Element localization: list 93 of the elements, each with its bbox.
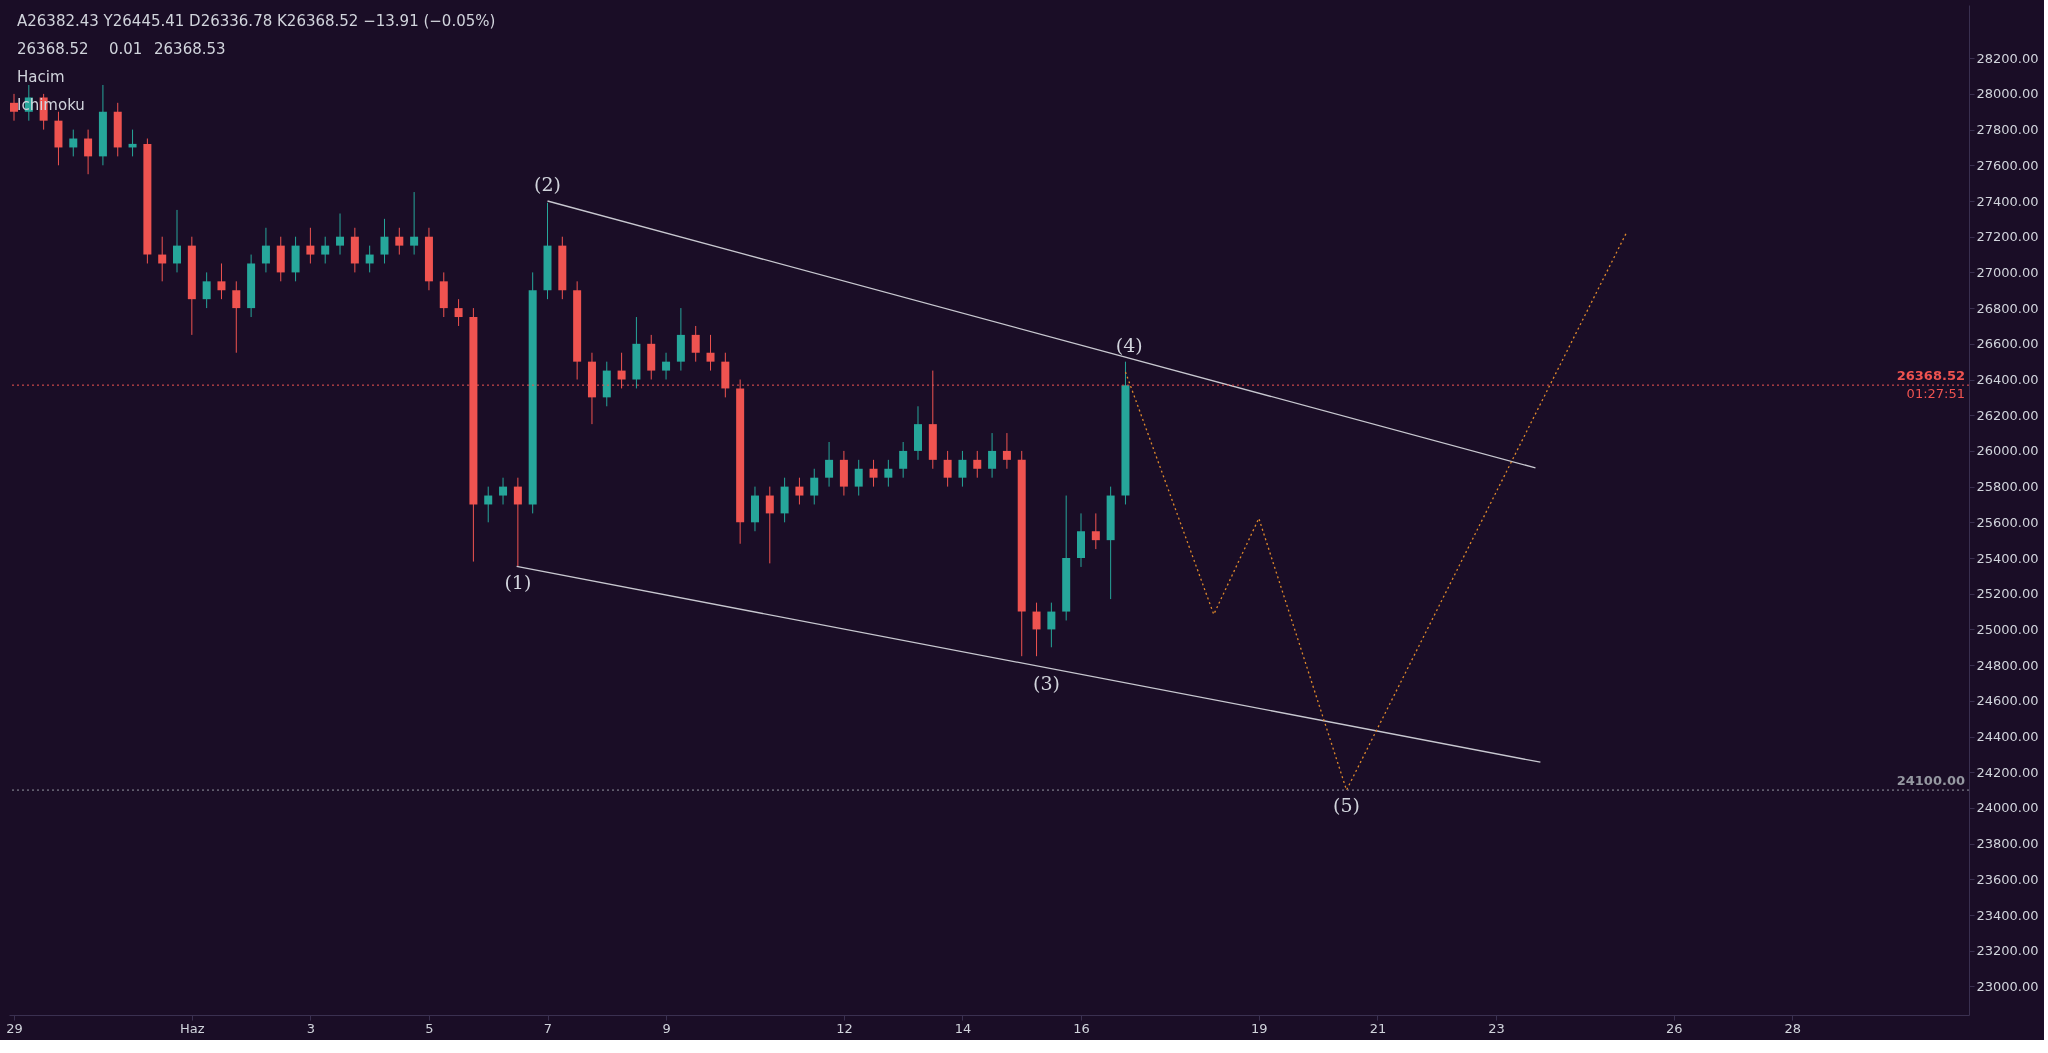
x-tick-label: 14 — [954, 1020, 972, 1036]
y-tick-label: 25800.00 — [1976, 479, 2039, 495]
y-tick-label: 24400.00 — [1976, 729, 2039, 745]
y-tick-label: 25200.00 — [1976, 586, 2039, 602]
x-tick-label: 23 — [1488, 1020, 1505, 1036]
y-tick-label: 27800.00 — [1976, 122, 2039, 138]
y-tick-label: 28200.00 — [1976, 50, 2039, 66]
candlestick — [513, 477, 522, 568]
candlestick — [380, 218, 389, 264]
candlestick — [410, 191, 419, 256]
y-tick-label: 26400.00 — [1976, 372, 2039, 388]
candlestick — [365, 245, 374, 273]
candlestick — [454, 298, 463, 327]
y-tick-label: 26000.00 — [1976, 443, 2039, 459]
candlestick — [202, 271, 211, 309]
annotation: 01:27:51 — [1906, 386, 1965, 402]
candlestick — [1032, 602, 1041, 657]
candlestick — [232, 280, 241, 354]
x-tick-label: 29 — [6, 1020, 23, 1036]
candlestick — [1047, 602, 1056, 648]
x-tick-label: 3 — [306, 1020, 316, 1036]
candlestick — [899, 441, 908, 479]
candlestick — [1002, 432, 1011, 470]
candlestick — [795, 477, 804, 505]
x-tick-label: 21 — [1369, 1020, 1387, 1036]
annotation: 0.01 — [109, 40, 143, 58]
candlestick — [84, 129, 93, 175]
candlestick — [321, 236, 330, 264]
ref-line-label: 26368.52 — [1896, 368, 1965, 384]
candlestick — [825, 441, 834, 488]
annotation: (1) — [504, 570, 532, 593]
annotation: 26368.52 — [17, 40, 89, 58]
candlestick — [173, 209, 182, 273]
candlestick — [217, 262, 226, 300]
candlestick — [988, 432, 997, 479]
x-tick-label: 12 — [836, 1020, 853, 1036]
y-tick-label: 24000.00 — [1976, 800, 2039, 816]
candlestick — [261, 227, 270, 273]
annotation: (2) — [534, 173, 561, 195]
candlestick — [706, 334, 715, 372]
x-tick-label: 26 — [1666, 1020, 1683, 1036]
y-tick-label: 27400.00 — [1976, 193, 2039, 209]
candlestick — [943, 450, 952, 488]
candlestick — [854, 459, 863, 497]
candlestick — [499, 477, 508, 505]
x-tick-label: Haz — [180, 1020, 205, 1036]
y-tick-label: 25000.00 — [1976, 621, 2039, 637]
y-tick-label: 27600.00 — [1976, 157, 2039, 173]
candlestick — [306, 227, 315, 264]
ref-line-label: 24100.00 — [1896, 773, 1965, 789]
y-tick-label: 24200.00 — [1976, 764, 2039, 780]
candlestick — [69, 129, 78, 157]
candlestick — [765, 486, 774, 564]
y-tick-label: 23600.00 — [1976, 871, 2039, 887]
y-tick-label: 26600.00 — [1976, 336, 2039, 352]
y-tick-label: 25600.00 — [1976, 514, 2039, 530]
x-tick-label: 28 — [1784, 1020, 1802, 1036]
candlestick — [158, 236, 167, 282]
candlestick — [884, 459, 893, 488]
annotation: (3) — [1032, 671, 1060, 694]
x-tick-label: 9 — [662, 1020, 671, 1036]
candlestick — [662, 352, 671, 381]
annotation: (4) — [1115, 333, 1143, 356]
annotation: Hacim — [17, 68, 65, 86]
annotation: A26382.43 Y26445.41 D26336.78 K26368.52 −13.91 (−0.05%) — [17, 12, 496, 30]
x-tick-label: 7 — [543, 1020, 553, 1036]
y-tick-label: 24600.00 — [1976, 693, 2039, 709]
y-tick-label: 27200.00 — [1976, 229, 2039, 245]
y-tick-label: 23000.00 — [1976, 978, 2039, 994]
y-tick-label: 23200.00 — [1976, 943, 2039, 959]
x-tick-label: 5 — [425, 1020, 434, 1036]
candlestick — [869, 459, 878, 488]
annotation: 26368.53 — [154, 40, 226, 58]
y-tick-label: 23800.00 — [1976, 836, 2039, 852]
y-tick-label: 28000.00 — [1976, 86, 2039, 102]
candlestick — [10, 93, 18, 122]
x-tick-label: 19 — [1251, 1020, 1268, 1036]
candlestick — [810, 468, 819, 505]
candlestick — [336, 213, 345, 256]
y-tick-label: 25400.00 — [1976, 550, 2039, 566]
y-tick-label: 23400.00 — [1976, 907, 2039, 923]
annotation: (5) — [1333, 794, 1360, 817]
candlestick — [1091, 512, 1100, 550]
candlestick — [691, 325, 700, 363]
y-tick-label: 24800.00 — [1976, 657, 2039, 673]
y-tick-label: 26800.00 — [1976, 300, 2039, 316]
candlestick — [973, 450, 982, 479]
y-tick-label: 26200.00 — [1976, 407, 2039, 423]
x-tick-label: 16 — [1073, 1020, 1090, 1036]
candlestick — [958, 450, 967, 488]
candlestick — [395, 227, 404, 256]
y-tick-label: 27000.00 — [1976, 264, 2039, 280]
candlestick — [484, 486, 493, 523]
